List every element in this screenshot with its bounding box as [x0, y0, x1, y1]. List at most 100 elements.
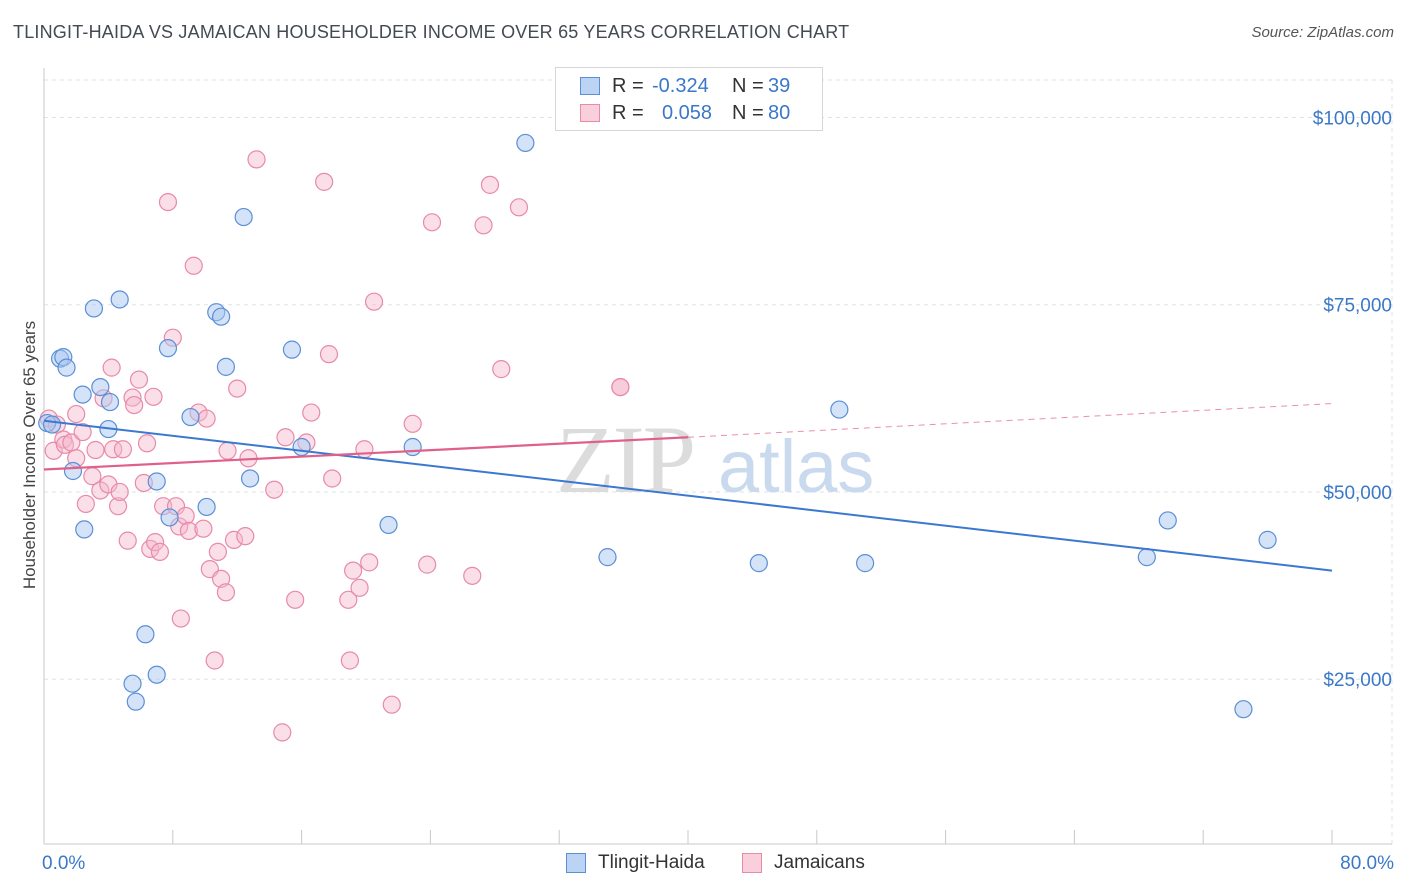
y-tick-label: $100,000: [1313, 108, 1392, 129]
bottom-legend-swatch-pink: [742, 853, 762, 873]
data-point-tlingit-haida: [830, 400, 849, 419]
data-point-jamaicans: [158, 192, 178, 212]
data-point-tlingit-haida: [240, 469, 260, 488]
data-point-jamaicans: [104, 440, 123, 459]
data-point-jamaicans: [73, 422, 92, 442]
data-point-tlingit-haida: [749, 554, 768, 573]
data-point-tlingit-haida: [57, 358, 76, 377]
data-point-tlingit-haida: [136, 625, 155, 644]
series-jamaicans: [39, 150, 630, 742]
data-point-jamaicans: [176, 506, 195, 526]
data-point-tlingit-haida: [282, 340, 302, 359]
data-point-tlingit-haida: [1137, 548, 1156, 567]
y-tick-label: $75,000: [1323, 296, 1392, 317]
data-point-tlingit-haida: [158, 339, 178, 358]
data-point-jamaicans: [344, 561, 363, 580]
data-point-jamaicans: [123, 388, 142, 407]
data-point-jamaicans: [418, 555, 437, 574]
legend-swatch-blue: [580, 77, 600, 95]
bottom-legend-label: Tlingit-Haida: [598, 852, 705, 873]
data-point-tlingit-haida: [110, 290, 129, 309]
data-point-jamaicans: [205, 651, 224, 670]
data-point-jamaicans: [480, 175, 500, 194]
data-point-tlingit-haida: [1158, 511, 1177, 530]
legend-n-value: 80: [768, 101, 791, 124]
data-point-jamaicans: [179, 521, 198, 541]
data-point-jamaicans: [492, 360, 511, 379]
data-point-jamaicans: [137, 434, 157, 453]
legend-swatch-pink: [580, 104, 600, 122]
data-point-tlingit-haida: [63, 461, 83, 481]
chart-title: TLINGIT-HAIDA VS JAMAICAN HOUSEHOLDER IN…: [13, 22, 850, 42]
data-point-tlingit-haida: [84, 299, 104, 318]
data-point-tlingit-haida: [123, 674, 142, 693]
data-point-jamaicans: [216, 583, 236, 602]
data-point-jamaicans: [208, 542, 227, 561]
data-point-tlingit-haida: [234, 207, 253, 227]
data-point-tlingit-haida: [147, 472, 166, 491]
data-point-tlingit-haida: [73, 385, 92, 404]
data-point-tlingit-haida: [598, 548, 617, 567]
data-point-jamaicans: [323, 469, 342, 488]
data-point-jamaicans: [194, 519, 213, 538]
data-point-jamaicans: [224, 530, 244, 549]
data-point-tlingit-haida: [75, 520, 94, 539]
data-point-jamaicans: [286, 590, 305, 609]
data-point-jamaicans: [171, 609, 190, 628]
data-point-jamaicans: [350, 578, 369, 597]
trend-line-tlingit-haida: [43, 419, 1333, 572]
data-point-jamaicans: [265, 480, 284, 499]
legend-r-label: R =: [612, 74, 644, 97]
trend-line-jamaicans: [43, 436, 689, 471]
data-point-jamaicans: [118, 531, 137, 550]
data-point-tlingit-haida: [292, 437, 311, 457]
data-point-jamaicans: [382, 695, 401, 714]
legend-n-label: N =: [732, 101, 764, 124]
data-point-jamaicans: [102, 358, 121, 377]
data-point-tlingit-haida: [147, 665, 166, 684]
data-point-jamaicans: [276, 428, 295, 447]
watermark-atlas: atlas: [718, 425, 874, 508]
series-tlingit-haida: [38, 133, 1277, 719]
data-point-tlingit-haida: [42, 415, 62, 434]
y-axis-label: Householder Income Over 65 years: [20, 321, 39, 589]
data-point-jamaicans: [509, 198, 529, 217]
data-point-jamaicans: [150, 542, 170, 561]
data-point-jamaicans: [67, 404, 86, 424]
legend-n-value: 39: [768, 74, 791, 97]
trend-line-jamaicans-extension: [687, 403, 1333, 438]
data-point-jamaicans: [125, 395, 144, 415]
bottom-legend-jamaicans: Jamaicans: [742, 852, 865, 874]
data-point-tlingit-haida: [160, 508, 179, 527]
data-point-jamaicans: [463, 566, 482, 585]
data-point-jamaicans: [145, 533, 165, 552]
trend-lines: [43, 403, 1333, 572]
data-point-jamaicans: [228, 379, 247, 398]
data-point-jamaicans: [218, 441, 237, 460]
legend-r-value: -0.324: [652, 74, 709, 97]
data-point-jamaicans: [403, 414, 422, 433]
data-point-jamaicans: [110, 482, 129, 502]
data-point-tlingit-haida: [181, 407, 200, 427]
data-point-jamaicans: [315, 172, 334, 191]
tick-labels: $25,000 $50,000 $75,000 $100,000 0.0% 80.0%: [42, 108, 1394, 874]
data-point-tlingit-haida: [516, 133, 535, 153]
data-point-tlingit-haida: [855, 554, 875, 573]
data-point-jamaicans: [364, 292, 384, 311]
bottom-legend-label: Jamaicans: [774, 852, 865, 873]
data-point-jamaicans: [184, 256, 203, 275]
legend-r-label: R =: [612, 101, 644, 124]
x-tick-label: 80.0%: [1340, 853, 1394, 874]
data-point-jamaicans: [108, 497, 128, 516]
data-point-tlingit-haida: [91, 377, 110, 397]
data-point-jamaicans: [355, 440, 374, 459]
data-point-tlingit-haida: [1234, 700, 1253, 719]
watermark-zip: ZIP: [556, 406, 694, 513]
y-tick-label: $25,000: [1323, 670, 1392, 691]
legend-row-tlingit-haida: R = -0.324 N = 39: [556, 74, 790, 98]
data-point-jamaicans: [247, 150, 266, 169]
data-point-jamaicans: [302, 403, 321, 422]
data-point-tlingit-haida: [212, 307, 231, 326]
data-point-tlingit-haida: [379, 515, 398, 535]
